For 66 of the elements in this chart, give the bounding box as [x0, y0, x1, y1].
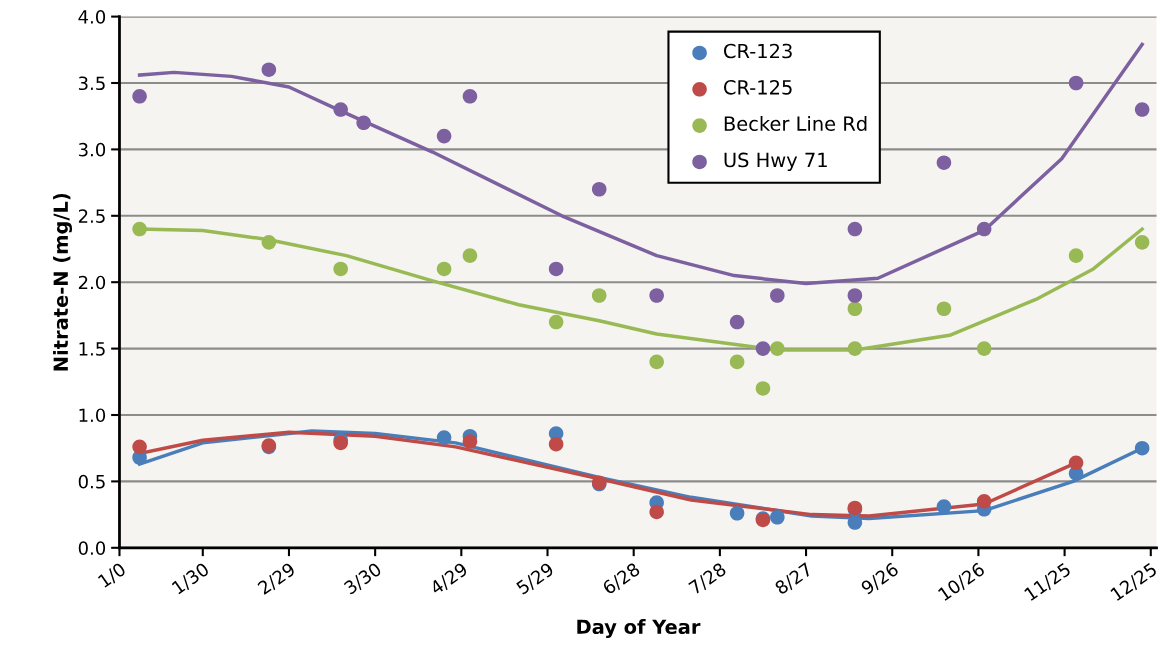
point	[548, 436, 564, 452]
point	[462, 248, 478, 263]
point	[976, 494, 992, 509]
y-tick-label: 4.0	[78, 10, 106, 24]
point	[729, 314, 745, 330]
point	[1134, 440, 1150, 456]
point	[591, 288, 607, 303]
point	[462, 434, 478, 449]
y-tick-label: 3.5	[78, 76, 105, 91]
point	[333, 102, 348, 117]
point	[847, 515, 863, 530]
point	[936, 499, 952, 514]
line-series	[137, 42, 1144, 286]
point	[462, 89, 478, 104]
y-tick-label: 0.0	[78, 541, 106, 555]
x-tick-label: 6/28	[601, 561, 642, 597]
point	[548, 261, 564, 277]
x-tick-label: 1/0	[97, 561, 128, 590]
point	[1068, 455, 1084, 471]
point	[649, 504, 664, 520]
legend-label: US Hwy 71	[724, 152, 827, 172]
point	[261, 235, 277, 250]
x-tick-label: 4/29	[429, 561, 470, 597]
y-tick-label: 1.5	[79, 342, 105, 356]
point	[755, 381, 771, 396]
point	[1134, 102, 1150, 117]
point	[333, 261, 348, 277]
point	[132, 89, 147, 104]
point	[976, 221, 992, 237]
legend-label: CR-125	[724, 79, 792, 95]
point	[770, 288, 785, 303]
y-tick-label: 3.0	[78, 142, 106, 157]
point	[976, 341, 992, 356]
point	[755, 341, 771, 356]
point	[356, 115, 371, 131]
point	[770, 509, 785, 525]
y-tick-label: 2.0	[78, 275, 106, 290]
point	[1068, 248, 1084, 263]
point	[1068, 75, 1084, 91]
point	[591, 181, 607, 197]
point	[1134, 235, 1150, 250]
point	[936, 155, 952, 170]
y-tick-label: 2.5	[78, 209, 105, 223]
point	[649, 288, 664, 303]
point	[847, 288, 863, 303]
legend-label: Becker Line Rd	[724, 115, 867, 131]
point	[847, 301, 863, 317]
y-tick-label: 0.5	[78, 474, 105, 489]
point	[729, 354, 745, 370]
point	[436, 261, 452, 277]
legend-label: CR-123	[724, 43, 792, 59]
point	[770, 341, 785, 356]
point	[436, 430, 452, 445]
point	[729, 505, 745, 521]
point	[649, 354, 664, 370]
y-tick-label: 1.0	[79, 408, 106, 423]
point	[548, 314, 564, 330]
point	[436, 128, 452, 144]
point	[847, 341, 863, 356]
x-axis-title: Day of Year	[577, 619, 701, 639]
point	[936, 301, 952, 317]
point	[261, 62, 277, 77]
point	[847, 221, 863, 237]
point	[132, 439, 147, 455]
point	[132, 221, 147, 237]
y-axis-title: Nitrate-N (mg/L)	[53, 193, 73, 371]
